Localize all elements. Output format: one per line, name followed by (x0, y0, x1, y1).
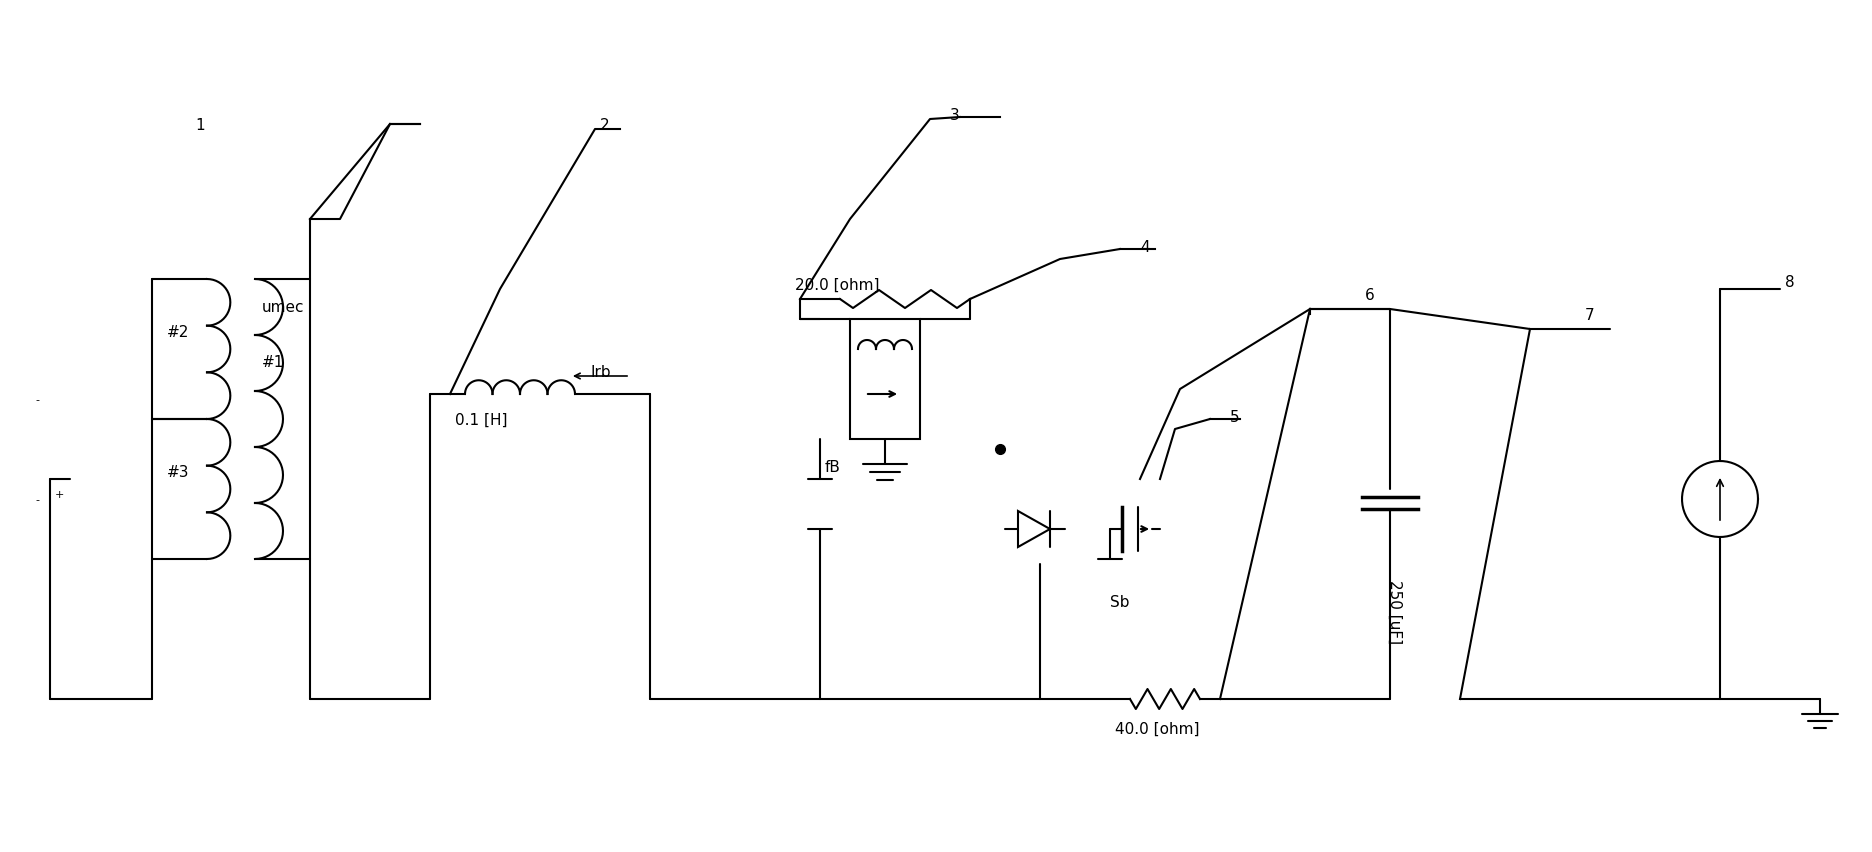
Text: 6: 6 (1365, 288, 1374, 302)
Text: 8: 8 (1786, 274, 1795, 290)
Text: -: - (36, 494, 39, 504)
Text: umec: umec (262, 300, 305, 314)
Text: #2: #2 (167, 325, 189, 340)
Text: #1: #1 (262, 354, 285, 370)
Text: 4: 4 (1140, 239, 1149, 255)
Text: 40.0 [ohm]: 40.0 [ohm] (1116, 721, 1200, 736)
Text: 7: 7 (1586, 308, 1595, 323)
Text: Irb: Irb (590, 365, 610, 379)
Text: 1: 1 (195, 118, 204, 133)
Bar (850, 320, 919, 440)
Text: 20.0 [ohm]: 20.0 [ohm] (796, 278, 880, 292)
Text: fB: fB (826, 459, 841, 475)
Text: 2: 2 (601, 118, 610, 133)
Text: 0.1 [H]: 0.1 [H] (455, 412, 507, 428)
Text: +: + (54, 489, 64, 499)
Text: 3: 3 (949, 108, 960, 123)
Text: 5: 5 (1230, 410, 1239, 424)
Text: #3: #3 (167, 464, 189, 480)
Text: Sb: Sb (1110, 595, 1129, 609)
Text: -: - (36, 394, 39, 405)
Text: 250 [uF]: 250 [uF] (1387, 579, 1402, 643)
